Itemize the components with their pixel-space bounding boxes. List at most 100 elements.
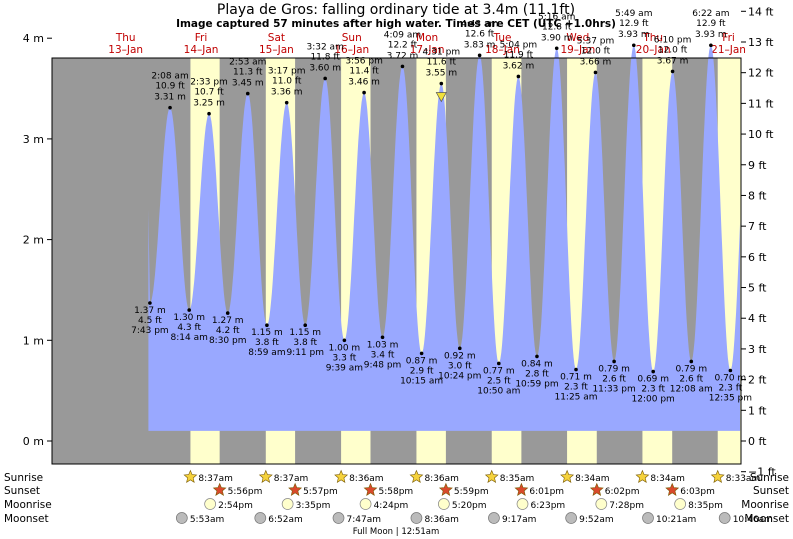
day-date: 17–Jan [410,44,445,56]
extreme-time: 11:33 pm [592,384,635,394]
extreme-ft: 2.6 ft [602,374,626,384]
extreme-ft: 11.6 ft [427,58,457,68]
sunrise-time: 8:37am [274,474,309,484]
extreme-m: 3.60 m [309,63,341,73]
moonset-time: 10:46am [733,515,773,525]
sunrise-time: 8:37am [198,474,233,484]
chart-title: Playa de Gros: falling ordinary tide at … [217,2,575,18]
y-tick-label-ft: 4 ft [748,312,767,325]
extreme-m: 0.77 m [483,366,515,376]
moonrise-time: 4:24pm [374,501,409,511]
extreme-point [362,90,366,95]
moonrise-icon [595,498,608,510]
y-tick-label-m: 4 m [23,32,44,45]
sunrise-icon [334,469,349,483]
day-name: Mon [416,32,438,44]
sunrise-time: 8:34am [575,474,610,484]
extreme-ft: 12.9 ft [619,19,649,29]
y-tick-label-ft: 0 ft [748,435,767,448]
y-tick-label-m: 0 m [23,435,44,448]
extreme-time: 5:16 am [538,12,575,22]
sunrise-icon [409,469,424,483]
tide-area [148,45,741,431]
extreme-m: 0.79 m [598,364,630,374]
extreme-point [265,323,269,327]
extreme-ft: 4.2 ft [216,326,240,336]
extreme-time: 2:53 am [229,58,266,68]
extreme-m: 3.66 m [580,57,612,67]
moonset-icon [332,512,345,524]
sunset-time: 6:02pm [605,487,640,497]
y-tick-label-m: 2 m [23,234,44,247]
extreme-time: 3:56 pm [345,57,383,67]
moonset-time: 9:17am [502,515,537,525]
extreme-time: 9:39 am [326,363,363,373]
extreme-m: 3.62 m [503,61,535,71]
moonset-icon [718,512,731,524]
extreme-ft: 4.3 ft [177,323,201,333]
extreme-m: 3.25 m [193,99,225,109]
extreme-ft: 12.0 ft [658,45,688,55]
extreme-ft: 3.0 ft [448,361,472,371]
extreme-point [670,69,675,74]
extreme-point [284,100,289,105]
day-date: 16–Jan [334,44,369,56]
extreme-m: 0.71 m [560,373,592,383]
extreme-m: 3.72 m [387,51,419,61]
extreme-ft: 3.8 ft [255,338,279,348]
moonset-icon [488,512,500,524]
sunset-icon [665,482,680,496]
day-name: Wed [566,32,589,44]
extreme-ft: 2.9 ft [410,366,434,376]
extreme-m: 3.46 m [348,78,380,88]
extreme-time: 10:15 am [400,376,443,386]
y-tick-label-ft: 9 ft [748,159,767,172]
extreme-time: 5:37 pm [577,36,615,46]
moonset-icon [254,512,267,524]
moonrise-time: 5:20pm [452,501,487,511]
extreme-ft: 2.3 ft [641,385,665,395]
sunrise-time: 8:35am [500,474,535,484]
extreme-point [342,338,347,343]
extreme-point [245,91,250,96]
y-tick-label-ft: 2 ft [748,374,767,387]
extreme-time: 10:50 am [477,386,520,396]
y-tick-label-m: 1 m [23,334,44,347]
extreme-m: 0.70 m [715,374,747,384]
extreme-ft: 2.6 ft [679,374,703,384]
extreme-m: 1.15 m [251,328,283,338]
extreme-ft: 10.9 ft [155,82,185,92]
extreme-time: 3:17 pm [268,67,306,77]
moonset-icon [565,512,578,524]
y-tick-label-ft: 7 ft [748,220,767,233]
moon-phase-note: Full Moon | 12:51am [353,527,440,537]
sunrise-time: 8:34am [650,474,685,484]
day-date: 20–Jan [636,44,671,56]
extreme-time: 5:49 am [615,9,652,19]
row-label-moonrise-right: Moonrise [741,499,789,511]
extreme-time: 12:35 pm [709,394,752,404]
sunset-time: 6:03pm [680,487,715,497]
day-name: Thu [642,32,663,44]
extreme-time: 9:48 pm [364,360,402,370]
extreme-point [516,74,521,79]
y-tick-label-ft: 14 ft [748,5,774,18]
sunrise-time: 8:33am [726,474,761,484]
extreme-time: 4:09 am [384,30,421,40]
extreme-ft: 2.8 ft [525,369,549,379]
extreme-m: 1.00 m [329,343,361,353]
extreme-point [497,361,501,366]
plot-area [52,45,741,464]
extreme-point [323,76,327,81]
extreme-ft: 3.3 ft [333,353,357,363]
chart-subtitle: Image captured 57 minutes after high wat… [176,18,616,30]
extreme-ft: 12.8 ft [542,22,572,32]
row-label-moonrise-left: Moonrise [4,499,52,511]
extreme-time: 3:32 am [306,42,343,52]
extreme-point [709,43,713,48]
sunrise-icon [258,469,273,483]
day-headers: Thu13–JanFri14–JanSat15–JanSun16–JanMon1… [108,32,746,56]
